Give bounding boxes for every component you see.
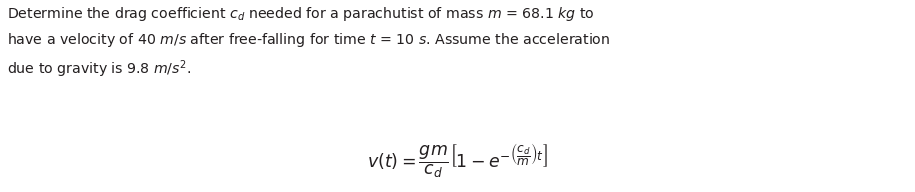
Text: Determine the drag coefficient $c_d$ needed for a parachutist of mass $m$ = 68.1: Determine the drag coefficient $c_d$ nee… <box>7 5 610 79</box>
Text: $v(t) = \dfrac{gm}{c_d}\left[1 - e^{-\left(\dfrac{c_d}{m}\right)t}\right]$: $v(t) = \dfrac{gm}{c_d}\left[1 - e^{-\le… <box>367 142 548 180</box>
